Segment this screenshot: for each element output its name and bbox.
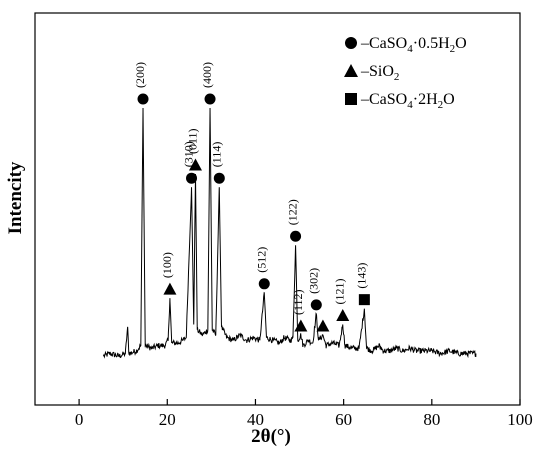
square-marker-icon — [358, 294, 370, 306]
x-tick-label: 0 — [75, 410, 84, 429]
peak-annotations: (200) (100) (310)(011) (400) (114) (512) (122)… — [133, 62, 370, 332]
x-tick-label: 40 — [247, 410, 264, 429]
triangle-marker-icon — [294, 319, 308, 332]
peak-label: (011) — [185, 128, 199, 154]
x-tick-label: 100 — [507, 410, 533, 429]
circle-marker-icon — [204, 93, 216, 105]
circle-marker-icon — [137, 93, 149, 105]
x-axis-ticks: 0 20 40 60 80 100 — [75, 399, 533, 429]
triangle-marker-icon — [316, 319, 330, 332]
triangle-marker-icon — [336, 308, 350, 321]
peak-label: (310) — [182, 141, 196, 167]
peak-label: (122) — [286, 199, 300, 225]
legend-label: –CaSO4·2H2O — [360, 91, 455, 111]
peak-label: (100) — [160, 252, 174, 278]
square-marker-icon — [345, 93, 357, 105]
triangle-marker-icon — [344, 64, 358, 77]
circle-marker-icon — [290, 230, 302, 242]
xrd-pattern — [102, 107, 477, 359]
peak-label: (302) — [306, 268, 320, 294]
x-tick-label: 20 — [159, 410, 176, 429]
circle-marker-icon — [345, 37, 357, 49]
circle-marker-icon — [213, 172, 225, 184]
plot-frame — [34, 12, 521, 406]
legend-label: –SiO2 — [360, 63, 399, 83]
circle-marker-icon — [310, 299, 322, 311]
x-tick-label: 80 — [423, 410, 440, 429]
peak-label: (200) — [133, 62, 147, 88]
circle-marker-icon — [258, 278, 270, 290]
x-axis-title: 2θ(°) — [251, 426, 291, 447]
circle-marker-icon — [186, 172, 198, 184]
triangle-marker-icon — [163, 282, 177, 295]
peak-label: (121) — [333, 278, 347, 304]
legend-label: –CaSO4·0.5H2O — [360, 35, 467, 55]
peak-label: (143) — [354, 263, 368, 289]
peak-label: (512) — [254, 247, 268, 273]
xrd-pattern-line — [102, 107, 477, 359]
x-tick-label: 60 — [335, 410, 352, 429]
peak-label: (400) — [200, 62, 214, 88]
legend: –CaSO4·0.5H2O –SiO2 –CaSO4·2H2O — [344, 35, 467, 111]
peak-label: (114) — [209, 142, 223, 168]
triangle-marker-icon — [188, 158, 202, 171]
y-axis-title: Intencity — [5, 161, 26, 234]
peak-label: (112) — [291, 289, 305, 315]
